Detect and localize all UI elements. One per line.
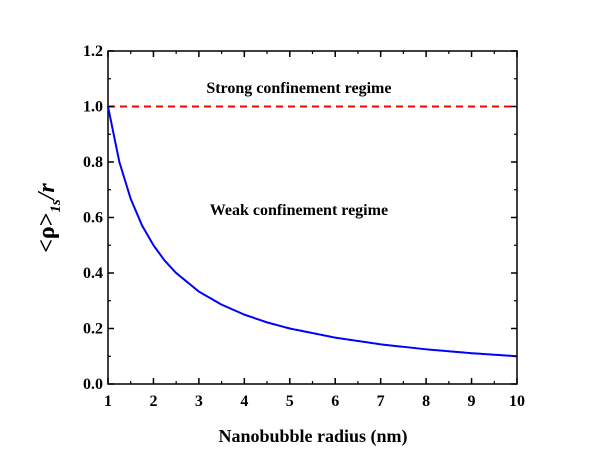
- series-layer: [107, 105, 518, 358]
- y-axis-title-main: <ρ>: [34, 213, 60, 253]
- x-tick-label: 1: [104, 393, 112, 410]
- y-tick-label: 0.4: [83, 265, 103, 282]
- x-tick-label: 2: [149, 393, 157, 410]
- svg-text:<ρ>1s/r: <ρ>1s/r: [34, 183, 64, 253]
- x-tick-label: 7: [377, 393, 385, 410]
- y-tick-label: 0.2: [83, 321, 103, 338]
- x-tick-label: 9: [468, 393, 476, 410]
- y-axis-title-subscript: 1s: [48, 199, 64, 213]
- series-line-solid: [107, 106, 518, 358]
- y-tick-label: 1.0: [83, 99, 103, 116]
- y-tick-label: 1.2: [83, 43, 103, 60]
- annotation-weak: Weak confinement regime: [210, 202, 388, 219]
- x-tick-label: 4: [240, 393, 248, 410]
- x-tick-label: 6: [331, 393, 339, 410]
- x-tick-label: 10: [509, 393, 525, 410]
- y-tick-label: 0.6: [83, 210, 103, 227]
- annotation-strong: Strong confinement regime: [206, 80, 391, 97]
- x-axis-title: Nanobubble radius (nm): [218, 426, 407, 447]
- y-axis-title: <ρ>1s/r: [34, 183, 64, 253]
- x-tick-label: 3: [195, 393, 203, 410]
- y-tick-label: 0.8: [83, 154, 103, 171]
- y-tick-label: 0.0: [83, 376, 103, 393]
- ticks-layer: 1 2 3 4 5 6 7 8 9 10 0.0 0.2 0.4 0.6 0.8 1.0 1.2: [83, 43, 525, 410]
- x-tick-label: 8: [422, 393, 430, 410]
- x-tick-label: 5: [286, 393, 294, 410]
- y-axis-title-suffix: /r: [34, 183, 60, 202]
